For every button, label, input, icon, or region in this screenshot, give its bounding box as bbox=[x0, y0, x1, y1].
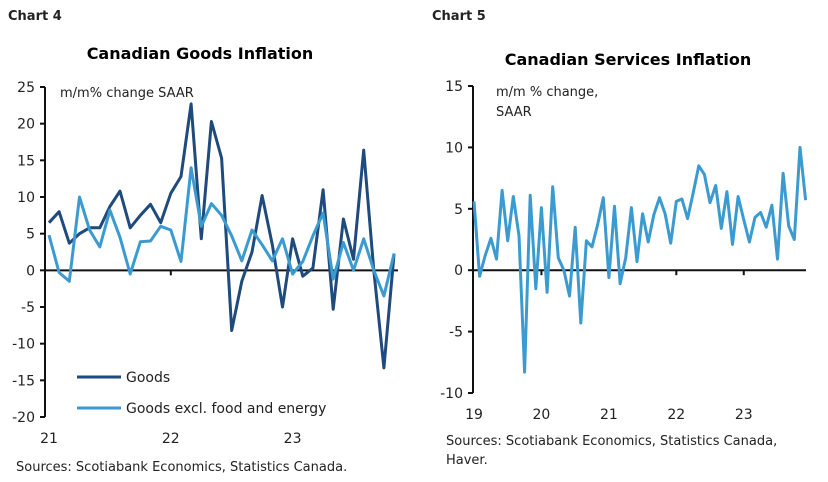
legend-label-1: Goods excl. food and energy bbox=[126, 401, 326, 417]
chart4-y-tick-label: 0 bbox=[26, 263, 35, 279]
chart4-y-tick-label: -5 bbox=[21, 300, 35, 316]
chart5-y-tick-label: -5 bbox=[449, 325, 463, 341]
chart4-title: Canadian Goods Inflation bbox=[87, 44, 314, 63]
chart4-series-line-1 bbox=[47, 166, 396, 298]
chart4-y-tick-label: 25 bbox=[17, 80, 35, 96]
chart5-unit-label-line2: SAAR bbox=[496, 105, 532, 120]
chart4-x-tick-label: 22 bbox=[162, 431, 180, 447]
chart5-y-tick-label: -10 bbox=[440, 386, 463, 402]
chart4-y-tick-label: 20 bbox=[17, 117, 35, 133]
chart4-y-tick-label: -15 bbox=[12, 373, 35, 389]
chart4-x-tick-label: 23 bbox=[284, 431, 302, 447]
chart5-source-line2: Haver. bbox=[446, 453, 488, 468]
chart5-label: Chart 5 bbox=[432, 9, 486, 24]
chart4-x-tick-label: 21 bbox=[40, 431, 58, 447]
chart4-source: Sources: Scotiabank Economics, Statistic… bbox=[16, 460, 347, 475]
chart4-y-tick-label: -20 bbox=[12, 410, 35, 426]
chart5-title: Canadian Services Inflation bbox=[505, 50, 752, 69]
chart5-unit-label-line1: m/m % change, bbox=[496, 85, 598, 100]
chart5-y-tick-label: 10 bbox=[445, 140, 463, 156]
chart4-y-tick-label: 5 bbox=[26, 227, 35, 243]
chart4-y-tick-label: -10 bbox=[12, 337, 35, 353]
chart4-y-tick-label: 15 bbox=[17, 153, 35, 169]
chart5-x-tick-label: 21 bbox=[600, 407, 618, 423]
chart5-y-tick-label: 5 bbox=[454, 202, 463, 218]
chart4-unit-label: m/m% change SAAR bbox=[60, 86, 194, 101]
chart5-x-tick-label: 22 bbox=[667, 407, 685, 423]
chart4-series-line-0 bbox=[47, 102, 396, 370]
chart5-x-tick-label: 20 bbox=[533, 407, 551, 423]
chart5-x-tick-label: 23 bbox=[735, 407, 753, 423]
chart4-plot: 25 20 15 10 5 0 -5 -10 -15 -20 21 22 23 Goods Goods ex… bbox=[12, 80, 398, 447]
chart5-x-tick-label: 19 bbox=[465, 407, 483, 423]
chart4-y-tick-label: 10 bbox=[17, 190, 35, 206]
legend-label-0: Goods bbox=[126, 370, 170, 386]
chart5-source-line1: Sources: Scotiabank Economics, Statistic… bbox=[446, 434, 777, 449]
chart5-series-line-0 bbox=[472, 145, 808, 374]
chart4-label: Chart 4 bbox=[8, 9, 62, 24]
chart5-y-tick-label: 0 bbox=[454, 263, 463, 279]
chart5-y-tick-label: 15 bbox=[445, 79, 463, 95]
